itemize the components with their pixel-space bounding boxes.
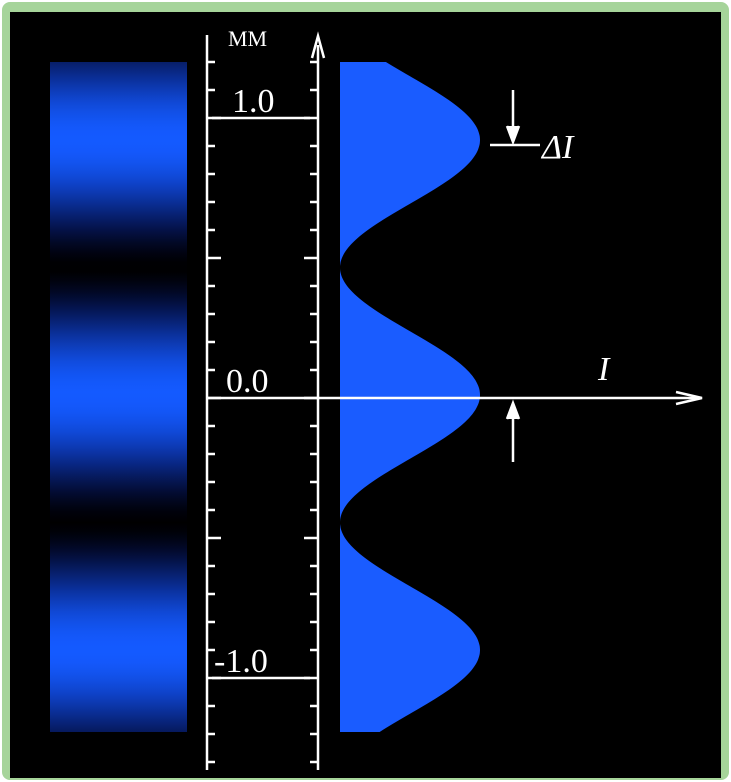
fringe-pattern (50, 62, 187, 732)
y-arrow (310, 31, 326, 59)
scale (205, 31, 703, 770)
delta-label: ΔI (540, 129, 575, 166)
scale-label: 1.0 (232, 83, 275, 120)
delta-arrowhead-top (505, 125, 521, 146)
scale-label: -1.0 (214, 643, 268, 680)
intensity-label: I (597, 351, 611, 388)
i-arrow (675, 390, 703, 406)
delta-arrowhead-bottom (505, 399, 521, 420)
scale-label: 0.0 (226, 363, 269, 400)
unit-label: MM (228, 26, 267, 51)
